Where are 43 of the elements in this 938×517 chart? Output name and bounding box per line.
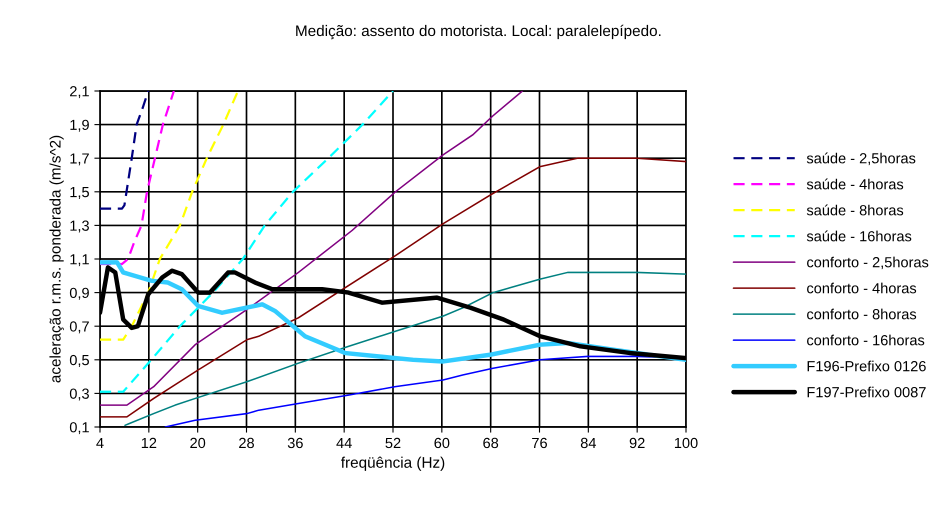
x-tick-label: 44 xyxy=(336,438,352,448)
legend-label: conforto - 2,5horas xyxy=(807,256,928,270)
x-tick-label: 20 xyxy=(190,438,206,448)
x-axis-title: freqüência (Hz) xyxy=(341,456,444,471)
legend-label: saúde - 4horas xyxy=(806,178,904,190)
x-tick-label: 60 xyxy=(434,438,450,448)
legend-label: saúde - 2,5horas xyxy=(806,152,916,166)
x-tick-label: 92 xyxy=(630,438,645,448)
line-series xyxy=(100,91,524,406)
y-tick-label: 1,3 xyxy=(70,220,89,233)
x-tick-label: 12 xyxy=(142,438,156,448)
legend-label: conforto - 8horas xyxy=(807,308,916,320)
legend-label: saúde - 16horas xyxy=(806,230,912,242)
x-tick-label: 4 xyxy=(96,438,104,448)
y-tick-label: 1,9 xyxy=(70,120,89,132)
y-tick-label: 0,5 xyxy=(70,354,89,367)
x-tick-label: 36 xyxy=(288,438,303,448)
line-series xyxy=(100,91,394,393)
x-tick-label: 100 xyxy=(674,438,698,448)
y-tick-label: 0,7 xyxy=(70,321,89,334)
y-tick-label: 1,7 xyxy=(70,153,89,166)
x-tick-label: 28 xyxy=(239,438,254,448)
y-tick-label: 1,1 xyxy=(70,254,89,266)
line-series xyxy=(100,91,175,266)
y-tick-label: 2,1 xyxy=(70,86,89,98)
x-tick-label: 84 xyxy=(580,438,596,448)
legend-label: F196-Prefixo 0126 xyxy=(808,360,926,372)
x-tick-label: 52 xyxy=(385,438,400,448)
y-tick-label: 0,9 xyxy=(70,288,89,300)
chart-title: Medição: assento do motorista. Local: paralelepípedo. xyxy=(296,24,660,40)
legend-label: conforto - 4horas xyxy=(807,282,916,294)
legend-label: F197-Prefixo 0087 xyxy=(808,386,926,398)
y-axis-title: aceleração r.m.s. ponderada (m/s^2) xyxy=(49,136,64,383)
line-series xyxy=(100,91,150,210)
line-series xyxy=(124,272,686,426)
x-tick-label: 68 xyxy=(483,438,498,448)
legend-label: conforto - 16horas xyxy=(807,334,924,346)
x-tick-label: 76 xyxy=(532,438,547,448)
line-series xyxy=(100,91,240,341)
y-tick-label: 0,3 xyxy=(70,388,89,401)
legend-label: saúde - 8horas xyxy=(806,204,904,216)
y-tick-label: 0,1 xyxy=(70,422,89,434)
y-tick-label: 1,5 xyxy=(70,187,89,199)
